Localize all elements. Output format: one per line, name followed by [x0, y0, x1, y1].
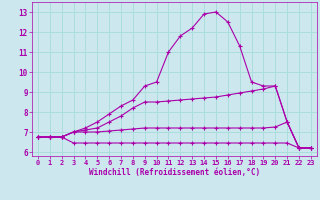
X-axis label: Windchill (Refroidissement éolien,°C): Windchill (Refroidissement éolien,°C) [89, 168, 260, 177]
